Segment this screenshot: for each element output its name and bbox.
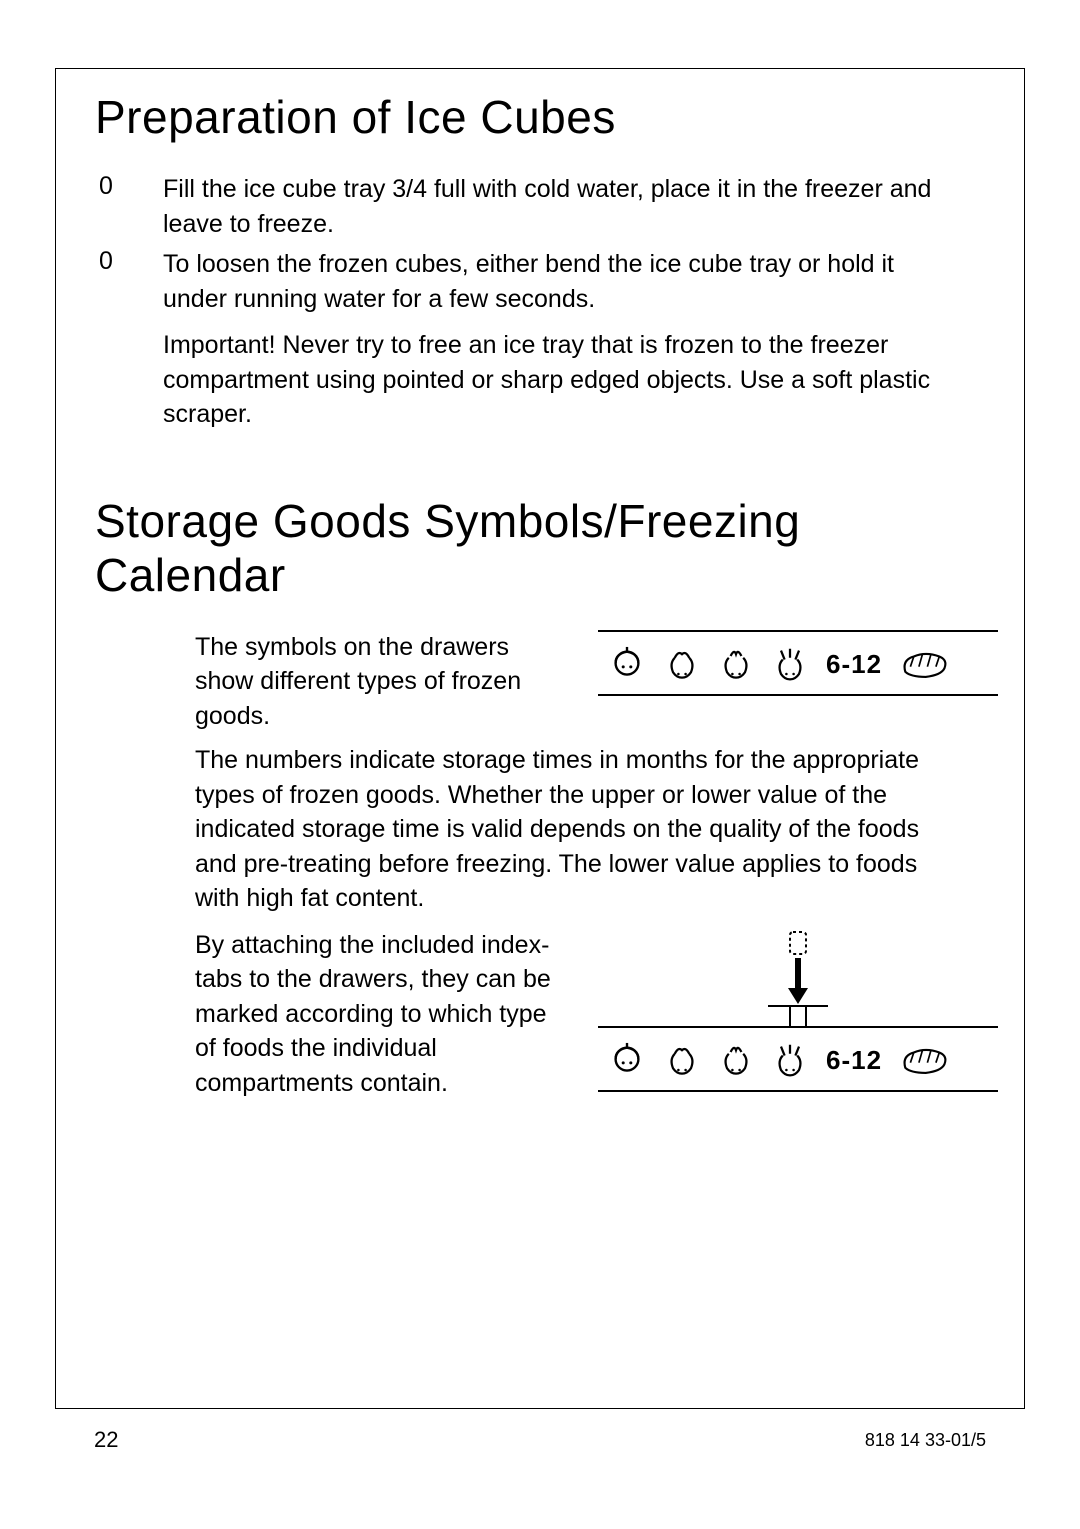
step-row: 0 To loosen the frozen cubes, either ben…: [95, 247, 985, 432]
step-number: 0: [95, 247, 163, 432]
section2-body: The symbols on the drawers show differen…: [95, 630, 985, 1101]
storage-months: 6-12: [826, 1043, 882, 1079]
vegetable-icon: [772, 646, 808, 684]
index-tab-diagram: 6-12: [598, 928, 998, 1092]
page-content: Preparation of Ice Cubes 0 Fill the ice …: [55, 60, 1025, 1100]
storage-months: 6-12: [826, 647, 882, 683]
important-label: Important!: [163, 331, 276, 359]
para3: By attaching the included index-tabs to …: [195, 928, 574, 1101]
figure-symbol-strip-1: 6-12: [598, 630, 998, 696]
figure-symbol-strip-2: 6-12: [598, 928, 998, 1092]
index-tab-arrow-icon: [768, 928, 828, 1028]
step-text: To loosen the frozen cubes, either bend …: [163, 247, 985, 432]
para2: The numbers indicate storage times in mo…: [195, 743, 953, 916]
step-text: Fill the ice cube tray 3/4 full with col…: [163, 172, 985, 241]
para1: The symbols on the drawers show differen…: [195, 630, 574, 734]
poultry-icon: [664, 646, 700, 684]
manual-page: Preparation of Ice Cubes 0 Fill the ice …: [0, 0, 1080, 1529]
poultry-icon-2: [718, 1042, 754, 1080]
symbol-strip: 6-12: [598, 630, 998, 696]
symbol-strip: 6-12: [598, 1026, 998, 1092]
bread-icon: [900, 1044, 948, 1078]
ice-cream-icon: [608, 1042, 646, 1080]
poultry-icon: [664, 1042, 700, 1080]
step-row: 0 Fill the ice cube tray 3/4 full with c…: [95, 172, 985, 241]
page-footer: 22 818 14 33-01/5: [94, 1427, 986, 1453]
document-number: 818 14 33-01/5: [865, 1427, 986, 1453]
vegetable-icon: [772, 1042, 808, 1080]
heading-storage-symbols: Storage Goods Symbols/Freezing Calendar: [95, 494, 985, 602]
important-text: Never try to free an ice tray that is fr…: [163, 331, 930, 428]
row-para1-fig1: The symbols on the drawers show differen…: [195, 630, 953, 734]
row-para3-fig2: By attaching the included index-tabs to …: [195, 928, 953, 1101]
important-note: Important! Never try to free an ice tray…: [163, 328, 953, 432]
heading-ice-cubes: Preparation of Ice Cubes: [95, 90, 985, 144]
bread-icon: [900, 648, 948, 682]
poultry-icon-2: [718, 646, 754, 684]
step-text-span: To loosen the frozen cubes, either bend …: [163, 250, 894, 313]
page-number: 22: [94, 1427, 118, 1453]
ice-cream-icon: [608, 646, 646, 684]
step-number: 0: [95, 172, 163, 241]
